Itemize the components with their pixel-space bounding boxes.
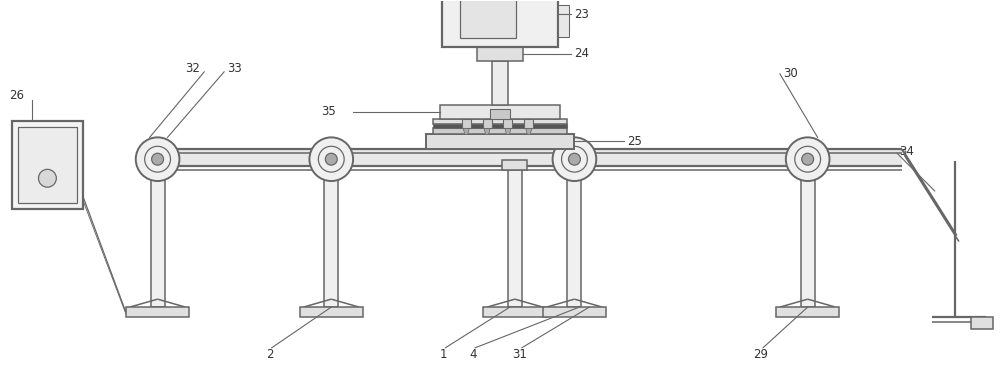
Bar (801, 170, 815, 307)
Text: 1: 1 (440, 348, 447, 361)
Bar (558, 5, 569, 37)
Bar (543, 307, 606, 317)
Bar (145, 160, 170, 170)
Circle shape (325, 153, 337, 165)
Polygon shape (484, 128, 490, 134)
Bar (460, 0, 516, 38)
Bar (776, 307, 839, 317)
Circle shape (309, 137, 353, 181)
Text: 4: 4 (469, 348, 477, 361)
Circle shape (553, 137, 596, 181)
Text: 25: 25 (627, 135, 642, 148)
Circle shape (152, 153, 164, 165)
Bar (490, 109, 510, 118)
Bar (442, 0, 558, 47)
Bar (151, 170, 165, 307)
Bar (12, 121, 83, 209)
Bar (795, 160, 820, 170)
Bar (477, 47, 523, 61)
Bar (324, 170, 338, 307)
Bar (971, 317, 993, 329)
Circle shape (802, 153, 814, 165)
Bar (502, 160, 527, 170)
Text: 26: 26 (9, 89, 24, 102)
Bar (524, 118, 533, 128)
Bar (562, 160, 587, 170)
Circle shape (38, 169, 56, 187)
Text: 29: 29 (754, 348, 769, 361)
Text: 24: 24 (574, 47, 589, 60)
Bar (433, 124, 567, 128)
Bar (433, 128, 567, 134)
Polygon shape (463, 128, 469, 134)
Bar (503, 118, 512, 128)
Bar (508, 170, 522, 307)
Text: 30: 30 (783, 68, 798, 81)
Bar (483, 118, 492, 128)
Polygon shape (505, 128, 511, 134)
Bar (300, 307, 363, 317)
Circle shape (786, 137, 830, 181)
Bar (462, 118, 471, 128)
Bar (567, 170, 581, 307)
Bar (126, 307, 189, 317)
Text: 31: 31 (512, 348, 527, 361)
Circle shape (568, 153, 580, 165)
Bar (158, 149, 902, 166)
Text: 23: 23 (574, 8, 589, 21)
Bar (440, 105, 560, 118)
Circle shape (136, 137, 179, 181)
Text: 32: 32 (185, 62, 200, 75)
Bar (18, 127, 77, 203)
Bar (492, 61, 508, 105)
Text: 35: 35 (321, 105, 336, 118)
Text: 33: 33 (227, 62, 242, 75)
Text: 2: 2 (266, 348, 273, 361)
Bar (319, 160, 344, 170)
Polygon shape (526, 128, 532, 134)
Bar (483, 307, 547, 317)
Bar (433, 118, 567, 124)
Bar (426, 134, 574, 149)
Text: 34: 34 (899, 145, 914, 158)
